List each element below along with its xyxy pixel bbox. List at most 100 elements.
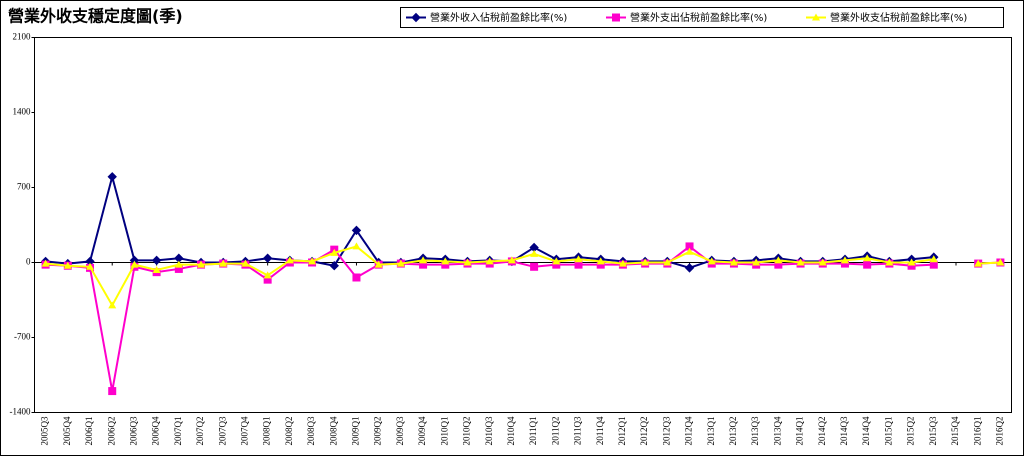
x-tick-label: 2013Q4	[772, 416, 782, 445]
x-tick-label: 2006Q1	[84, 417, 94, 446]
x-tick-label: 2011Q2	[550, 417, 560, 446]
x-tick-label: 2012Q4	[684, 416, 694, 445]
x-tick-label: 2005Q4	[62, 416, 72, 445]
legend-label: 營業外收入佔稅前盈餘比率(%)	[430, 11, 567, 24]
x-tick-label: 2014Q2	[817, 417, 827, 446]
x-tick-label: 2008Q4	[328, 416, 338, 445]
x-tick-label: 2014Q3	[839, 416, 849, 445]
x-tick-label: 2010Q2	[462, 417, 472, 446]
marker	[974, 259, 983, 267]
x-tick-label: 2011Q3	[573, 416, 583, 445]
marker	[729, 258, 738, 266]
marker	[774, 256, 783, 264]
marker	[685, 242, 694, 251]
x-tick-label: 2015Q2	[906, 417, 916, 446]
marker	[263, 271, 272, 279]
x-tick-label: 2012Q2	[639, 417, 649, 446]
marker	[907, 258, 916, 266]
x-tick-label: 2013Q3	[750, 416, 760, 445]
marker	[108, 387, 117, 396]
marker	[41, 259, 50, 267]
y-tick-label: -700	[14, 332, 31, 342]
x-tick-label: 2016Q1	[972, 417, 982, 446]
marker	[197, 260, 206, 268]
marker	[86, 262, 95, 270]
marker	[574, 260, 583, 269]
marker	[596, 257, 605, 265]
marker	[262, 253, 273, 263]
marker	[130, 260, 139, 268]
marker	[929, 255, 938, 263]
marker	[419, 260, 428, 269]
marker	[411, 12, 421, 23]
x-tick-label: 2012Q1	[617, 417, 627, 446]
x-tick-label: 2008Q1	[262, 417, 272, 446]
marker	[907, 261, 916, 270]
x-tick-label: 2005Q3	[40, 416, 50, 445]
x-tick-label: 2009Q3	[395, 416, 405, 445]
marker	[863, 260, 872, 269]
legend-label: 營業外收支佔稅前盈餘比率(%)	[830, 11, 967, 24]
marker	[219, 259, 228, 267]
marker	[885, 258, 894, 266]
x-tick-label: 2011Q1	[528, 417, 538, 446]
marker	[552, 260, 561, 269]
x-tick-label: 2012Q3	[661, 416, 671, 445]
marker	[818, 258, 827, 266]
x-tick-label: 2015Q4	[950, 416, 960, 445]
marker	[612, 13, 620, 22]
y-tick-label: -1400	[10, 407, 31, 417]
marker	[707, 257, 716, 265]
marker	[574, 255, 583, 263]
marker	[752, 258, 761, 266]
x-tick-label: 2014Q4	[861, 416, 871, 445]
marker	[552, 257, 561, 265]
x-tick-label: 2010Q3	[484, 416, 494, 445]
marker	[241, 259, 250, 267]
marker	[507, 256, 516, 264]
marker	[774, 260, 783, 269]
marker	[107, 172, 117, 182]
x-tick-label: 2009Q2	[373, 417, 383, 446]
x-tick-label: 2010Q1	[439, 417, 449, 446]
y-tick-label: 700	[17, 182, 31, 192]
y-tick-label: 1400	[13, 107, 32, 117]
x-tick-label: 2007Q2	[195, 417, 205, 446]
marker	[530, 262, 539, 271]
marker	[929, 260, 938, 269]
x-tick-label: 2014Q1	[795, 417, 805, 446]
marker	[840, 259, 849, 268]
marker	[684, 263, 695, 273]
marker	[419, 256, 428, 264]
x-tick-label: 2007Q4	[240, 416, 250, 445]
marker	[641, 258, 650, 266]
x-tick-label: 2006Q4	[151, 416, 161, 445]
marker	[812, 13, 820, 21]
marker	[685, 247, 694, 255]
x-tick-label: 2007Q3	[217, 416, 227, 445]
x-tick-label: 2007Q1	[173, 417, 183, 446]
marker	[485, 257, 494, 265]
x-tick-label: 2015Q3	[928, 416, 938, 445]
marker	[108, 301, 117, 309]
marker	[374, 260, 383, 268]
x-tick-label: 2015Q1	[883, 417, 893, 446]
x-tick-label: 2016Q2	[994, 417, 1004, 446]
chart-title: 營業外收支穩定度圖(季)	[8, 7, 183, 26]
marker	[152, 266, 161, 273]
x-tick-label: 2006Q2	[106, 417, 116, 446]
x-tick-label: 2010Q4	[506, 416, 516, 445]
marker	[396, 259, 405, 267]
x-tick-label: 2008Q2	[284, 417, 294, 446]
marker	[263, 275, 272, 284]
marker	[285, 256, 294, 264]
marker	[351, 225, 362, 236]
x-tick-label: 2011Q4	[595, 416, 605, 445]
legend	[400, 7, 1004, 28]
plot-area	[34, 37, 1012, 413]
marker	[308, 257, 317, 265]
legend-label: 營業外支出佔稅前盈餘比率(%)	[630, 11, 767, 24]
x-tick-label: 2009Q1	[351, 417, 361, 446]
marker	[463, 258, 472, 266]
